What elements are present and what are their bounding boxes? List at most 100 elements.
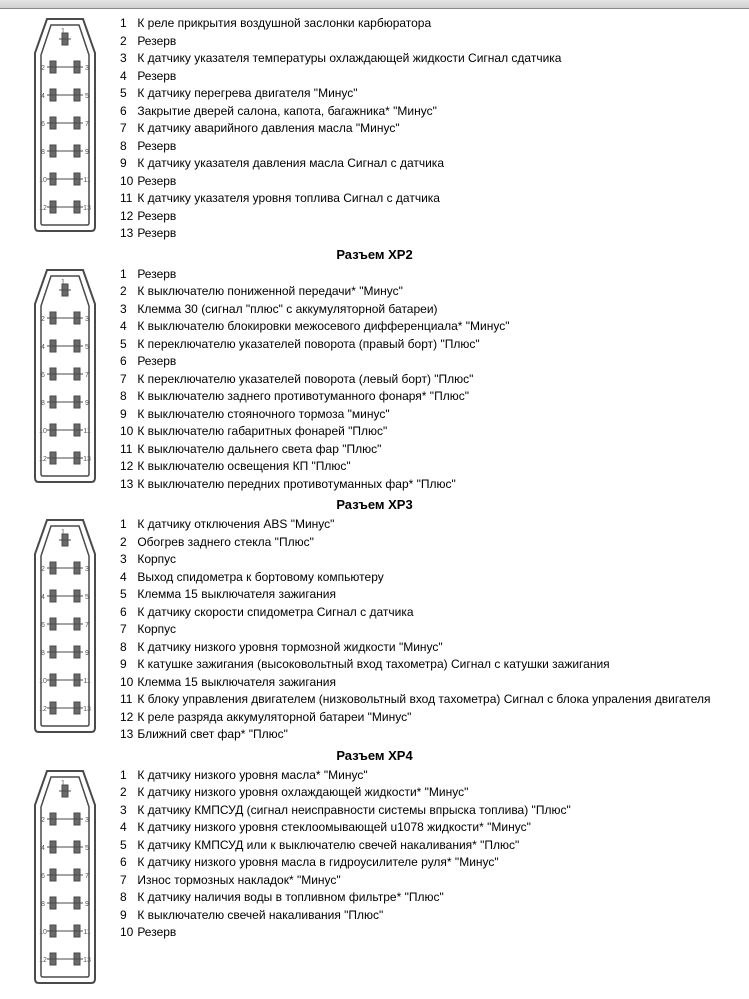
pin-number: 11 xyxy=(120,190,134,208)
pin-description: К выключателю дальнего света фар "Плюс" xyxy=(134,442,381,456)
pin-description: К датчику наличия воды в топливном фильт… xyxy=(134,890,444,904)
svg-text:5: 5 xyxy=(85,594,89,601)
pin-number: 5 xyxy=(120,336,134,354)
svg-text:13: 13 xyxy=(83,456,91,463)
pin-number: 9 xyxy=(120,656,134,674)
svg-text:1: 1 xyxy=(61,780,65,787)
pin-item: 10 К выключателю габаритных фонарей "Плю… xyxy=(120,423,739,441)
pin-description: К переключателю указателей поворота (пра… xyxy=(134,337,480,351)
pin-item: 4 К датчику низкого уровня стеклоомывающ… xyxy=(120,819,739,837)
pin-item: 8 К датчику низкого уровня тормозной жид… xyxy=(120,639,739,657)
svg-text:11: 11 xyxy=(83,929,90,936)
pin-number: 8 xyxy=(120,138,134,156)
svg-text:3: 3 xyxy=(85,817,89,824)
pin-number: 13 xyxy=(120,476,134,494)
pin-item: 9 К катушке зажигания (высоковольтный вх… xyxy=(120,656,739,674)
pin-item: 6 К датчику низкого уровня масла в гидро… xyxy=(120,854,739,872)
pin-number: 10 xyxy=(120,173,134,191)
svg-text:13: 13 xyxy=(83,957,91,964)
pin-description: К датчику низкого уровня масла в гидроус… xyxy=(134,855,499,869)
pin-item: 11 К блоку управления двигателем (низков… xyxy=(120,691,739,709)
pin-item: 3 Корпус xyxy=(120,551,739,569)
pin-number: 10 xyxy=(120,423,134,441)
svg-text:12: 12 xyxy=(39,456,47,463)
svg-text:8: 8 xyxy=(41,901,45,908)
pin-number: 7 xyxy=(120,120,134,138)
svg-text:3: 3 xyxy=(85,566,89,573)
svg-text:13: 13 xyxy=(83,205,91,212)
window-titlebar xyxy=(0,0,749,9)
pin-description: К выключателю стояночного тормоза "минус… xyxy=(134,407,390,421)
pin-number: 13 xyxy=(120,726,134,744)
svg-text:9: 9 xyxy=(85,400,89,407)
pin-description: К датчику низкого уровня стеклоомывающей… xyxy=(134,820,531,834)
pin-description: Резерв xyxy=(134,139,176,153)
pin-number: 12 xyxy=(120,709,134,727)
svg-text:6: 6 xyxy=(41,873,45,880)
pin-item: 8 К датчику наличия воды в топливном фил… xyxy=(120,889,739,907)
pin-number: 4 xyxy=(120,819,134,837)
pin-number: 9 xyxy=(120,406,134,424)
section-title: Разъем ХР2 xyxy=(10,247,739,262)
pin-item: 8 К выключателю заднего противотуманного… xyxy=(120,388,739,406)
pin-number: 5 xyxy=(120,837,134,855)
pin-number: 6 xyxy=(120,854,134,872)
pin-item: 3 К датчику указателя температуры охлажд… xyxy=(120,50,739,68)
pin-description: Клемма 30 (сигнал "плюс" с аккумуляторно… xyxy=(134,302,438,316)
svg-text:1: 1 xyxy=(61,529,65,536)
svg-text:6: 6 xyxy=(41,372,45,379)
svg-text:11: 11 xyxy=(83,177,90,184)
pin-description: К датчику низкого уровня масла* "Минус" xyxy=(134,768,368,782)
pin-number: 1 xyxy=(120,15,134,33)
pin-number: 3 xyxy=(120,802,134,820)
pin-description: Резерв xyxy=(134,209,176,223)
svg-text:7: 7 xyxy=(85,622,89,629)
svg-text:13: 13 xyxy=(83,706,91,713)
pin-number: 1 xyxy=(120,767,134,785)
pin-number: 9 xyxy=(120,907,134,925)
svg-text:5: 5 xyxy=(85,344,89,351)
pin-description: Закрытие дверей салона, капота, багажник… xyxy=(134,104,437,118)
pin-number: 2 xyxy=(120,784,134,802)
connector-section: 123456789101112131 К датчику отключения … xyxy=(10,514,739,744)
pin-description: К датчику КМПСУД или к выключателю свече… xyxy=(134,838,519,852)
svg-text:3: 3 xyxy=(85,65,89,72)
pin-item: 7 К переключателю указателей поворота (л… xyxy=(120,371,739,389)
pin-description: К блоку управления двигателем (низковоль… xyxy=(134,692,711,706)
pin-number: 10 xyxy=(120,924,134,942)
pin-description: К катушке зажигания (высоковольтный вход… xyxy=(134,657,610,671)
svg-text:10: 10 xyxy=(39,929,47,936)
svg-text:9: 9 xyxy=(85,901,89,908)
pin-description: К датчику перегрева двигателя "Минус" xyxy=(134,86,358,100)
pin-item: 6 Резерв xyxy=(120,353,739,371)
pin-description: К датчику скорости спидометра Сигнал с д… xyxy=(134,605,414,619)
pin-number: 3 xyxy=(120,301,134,319)
pin-description: К датчику КМПСУД (сигнал неисправности с… xyxy=(134,803,571,817)
pin-item: 9 К выключателю свечей накаливания "Плюс… xyxy=(120,907,739,925)
svg-text:10: 10 xyxy=(39,428,47,435)
svg-text:5: 5 xyxy=(85,93,89,100)
pin-description: Обогрев заднего стекла "Плюс" xyxy=(134,535,314,549)
pin-item: 2 К выключателю пониженной передачи* "Ми… xyxy=(120,283,739,301)
svg-text:10: 10 xyxy=(39,177,47,184)
pin-item: 12 Резерв xyxy=(120,208,739,226)
pin-description: К датчику указателя температуры охлаждаю… xyxy=(134,51,561,65)
pin-item: 11 К выключателю дальнего света фар "Плю… xyxy=(120,441,739,459)
pin-list: 1 К датчику отключения ABS "Минус"2 Обог… xyxy=(120,514,739,744)
pin-description: К датчику низкого уровня тормозной жидко… xyxy=(134,640,443,654)
pin-description: Резерв xyxy=(134,925,176,939)
connector-section: 123456789101112131 Резерв2 К выключателю… xyxy=(10,264,739,494)
svg-text:3: 3 xyxy=(85,316,89,323)
svg-text:7: 7 xyxy=(85,873,89,880)
pin-item: 13 Резерв xyxy=(120,225,739,243)
pin-description: Износ тормозных накладок* "Минус" xyxy=(134,873,341,887)
pin-description: К реле разряда аккумуляторной батареи "М… xyxy=(134,710,411,724)
pin-item: 1 К датчику отключения ABS "Минус" xyxy=(120,516,739,534)
pin-number: 13 xyxy=(120,225,134,243)
connector-diagram: 12345678910111213 xyxy=(10,514,120,736)
pin-number: 8 xyxy=(120,639,134,657)
pin-number: 4 xyxy=(120,68,134,86)
svg-text:8: 8 xyxy=(41,650,45,657)
pin-number: 1 xyxy=(120,516,134,534)
pin-item: 9 К выключателю стояночного тормоза "мин… xyxy=(120,406,739,424)
